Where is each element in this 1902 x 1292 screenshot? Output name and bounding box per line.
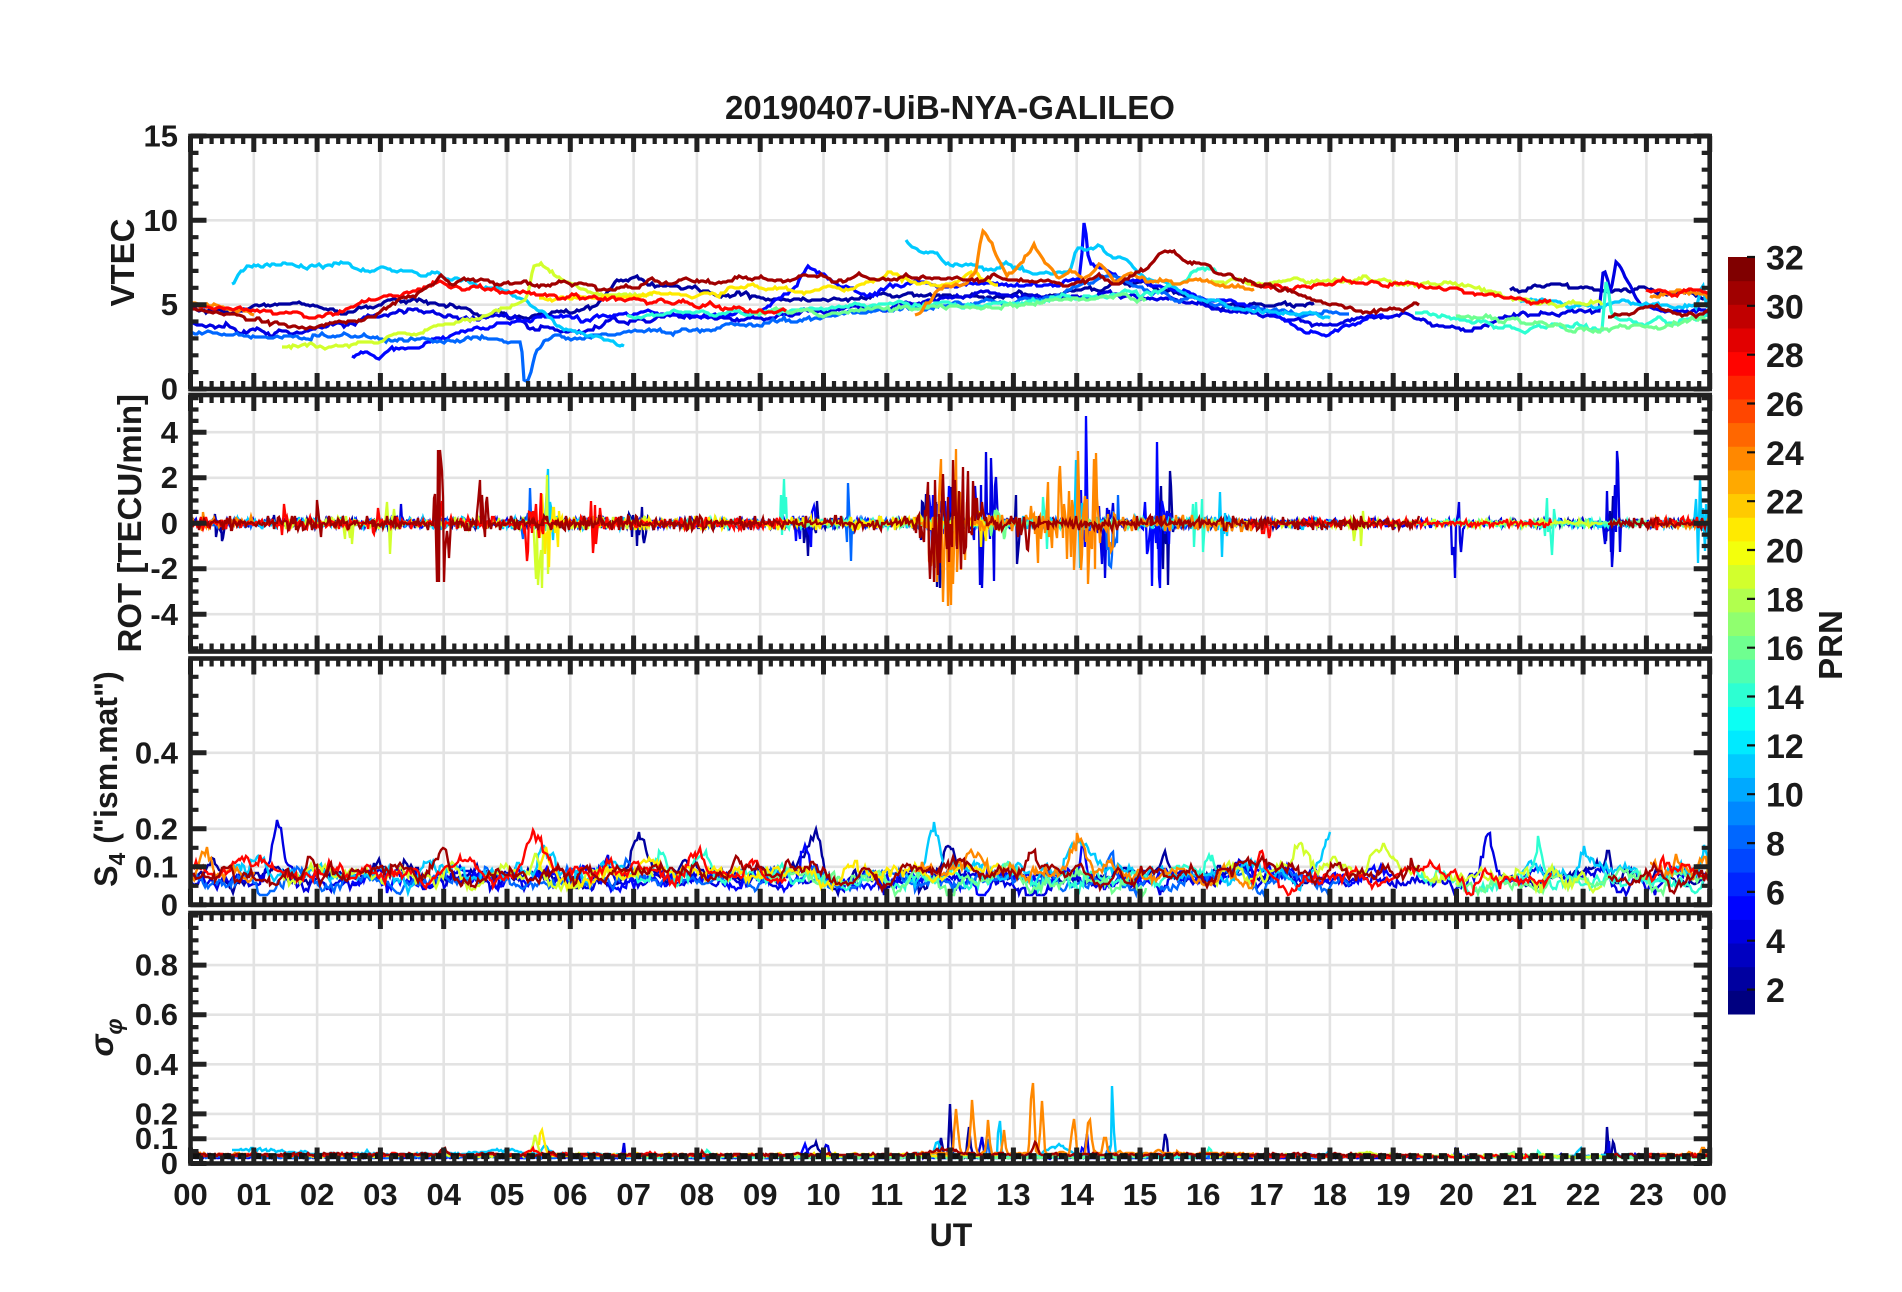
svg-text:03: 03	[363, 1177, 397, 1212]
svg-text:28: 28	[1766, 337, 1804, 375]
svg-text:0.4: 0.4	[135, 1047, 179, 1082]
svg-text:5: 5	[161, 287, 178, 322]
svg-text:0.2: 0.2	[135, 811, 178, 846]
svg-text:0.8: 0.8	[135, 948, 178, 983]
svg-text:16: 16	[1766, 630, 1804, 668]
svg-text:2: 2	[1766, 972, 1785, 1010]
svg-text:-4: -4	[150, 597, 178, 632]
svg-text:14: 14	[1766, 679, 1804, 717]
svg-text:10: 10	[144, 203, 178, 238]
svg-text:4: 4	[1766, 923, 1785, 961]
svg-text:0: 0	[161, 887, 178, 922]
svg-text:01: 01	[237, 1177, 271, 1212]
svg-text:6: 6	[1766, 874, 1785, 912]
svg-text:15: 15	[144, 119, 178, 154]
svg-text:22: 22	[1766, 484, 1804, 522]
svg-text:0.6: 0.6	[135, 997, 178, 1032]
svg-text:10: 10	[806, 1177, 840, 1212]
svg-text:10: 10	[1766, 777, 1804, 815]
svg-text:19: 19	[1376, 1177, 1410, 1212]
svg-text:0: 0	[161, 372, 178, 407]
svg-text:0.1: 0.1	[135, 1121, 178, 1156]
svg-text:14: 14	[1059, 1177, 1094, 1212]
svg-text:30: 30	[1766, 288, 1804, 326]
svg-text:16: 16	[1186, 1177, 1220, 1212]
svg-text:20: 20	[1439, 1177, 1473, 1212]
svg-text:23: 23	[1629, 1177, 1663, 1212]
svg-text:17: 17	[1249, 1177, 1283, 1212]
svg-text:18: 18	[1766, 581, 1804, 619]
svg-text:32: 32	[1766, 240, 1804, 278]
svg-text:8: 8	[1766, 826, 1785, 864]
svg-text:12: 12	[1766, 728, 1804, 766]
svg-text:18: 18	[1313, 1177, 1347, 1212]
svg-text:09: 09	[743, 1177, 777, 1212]
svg-text:2: 2	[161, 460, 178, 495]
svg-text:02: 02	[300, 1177, 334, 1212]
svg-text:26: 26	[1766, 386, 1804, 424]
svg-text:ROT [TECU/min]: ROT [TECU/min]	[111, 394, 148, 652]
svg-text:11: 11	[870, 1177, 903, 1212]
svg-text:S4 ("ism.mat"): S4 ("ism.mat")	[88, 671, 130, 887]
svg-text:20190407-UiB-NYA-GALILEO: 20190407-UiB-NYA-GALILEO	[725, 89, 1175, 126]
svg-text:σφ: σφ	[83, 1018, 127, 1056]
svg-text:VTEC: VTEC	[104, 218, 141, 306]
svg-text:0: 0	[161, 1146, 178, 1181]
svg-text:08: 08	[680, 1177, 714, 1212]
svg-text:20: 20	[1766, 533, 1804, 571]
svg-text:24: 24	[1766, 435, 1804, 473]
svg-text:0: 0	[161, 506, 178, 541]
svg-text:PRN: PRN	[1812, 610, 1849, 680]
svg-text:04: 04	[426, 1177, 461, 1212]
svg-text:12: 12	[933, 1177, 967, 1212]
svg-text:07: 07	[616, 1177, 650, 1212]
svg-text:0.1: 0.1	[135, 849, 178, 884]
svg-text:15: 15	[1123, 1177, 1157, 1212]
svg-text:21: 21	[1503, 1177, 1537, 1212]
svg-text:-2: -2	[150, 551, 178, 586]
svg-text:05: 05	[490, 1177, 524, 1212]
svg-text:13: 13	[996, 1177, 1030, 1212]
svg-text:22: 22	[1566, 1177, 1600, 1212]
svg-text:0.4: 0.4	[135, 735, 179, 770]
svg-text:UT: UT	[930, 1217, 973, 1253]
svg-text:00: 00	[1692, 1177, 1726, 1212]
svg-text:00: 00	[173, 1177, 207, 1212]
svg-text:4: 4	[161, 415, 179, 450]
svg-text:0.2: 0.2	[135, 1096, 178, 1131]
svg-text:06: 06	[553, 1177, 587, 1212]
